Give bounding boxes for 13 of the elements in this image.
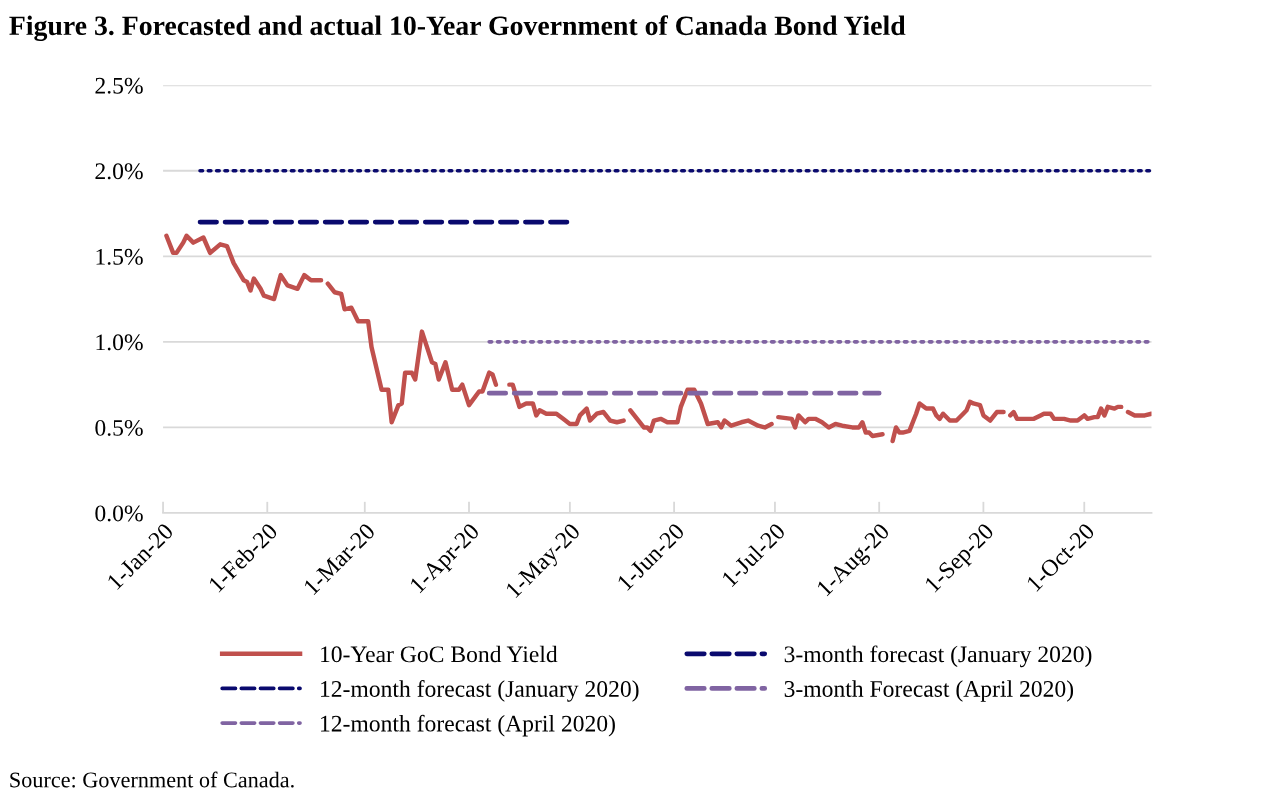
y-tick-label: 0.5% xyxy=(95,419,143,436)
legend-label: 12-month forecast (April 2020) xyxy=(321,714,615,737)
legend-label: 12-month forecast (January 2020) xyxy=(321,680,639,702)
y-tick-label: 2.0% xyxy=(95,163,143,180)
y-tick-label: 0.0% xyxy=(95,505,143,522)
y-tick-label: 1.5% xyxy=(96,248,143,265)
legend-label: 3-month forecast (January 2020) xyxy=(784,645,1092,668)
chart-title: Figure 3. Forecasted and actual 10-Year Government of Canada Bond Yield xyxy=(9,15,906,41)
legend-label: 10-Year GoC Bond Yield xyxy=(321,645,558,663)
source-note: Source: Government of Canada. xyxy=(10,771,294,788)
legend-label: 3-month Forecast (April 2020) xyxy=(784,680,1074,702)
y-tick-label: 2.5% xyxy=(95,77,143,94)
y-tick-label: 1.0% xyxy=(96,334,143,351)
